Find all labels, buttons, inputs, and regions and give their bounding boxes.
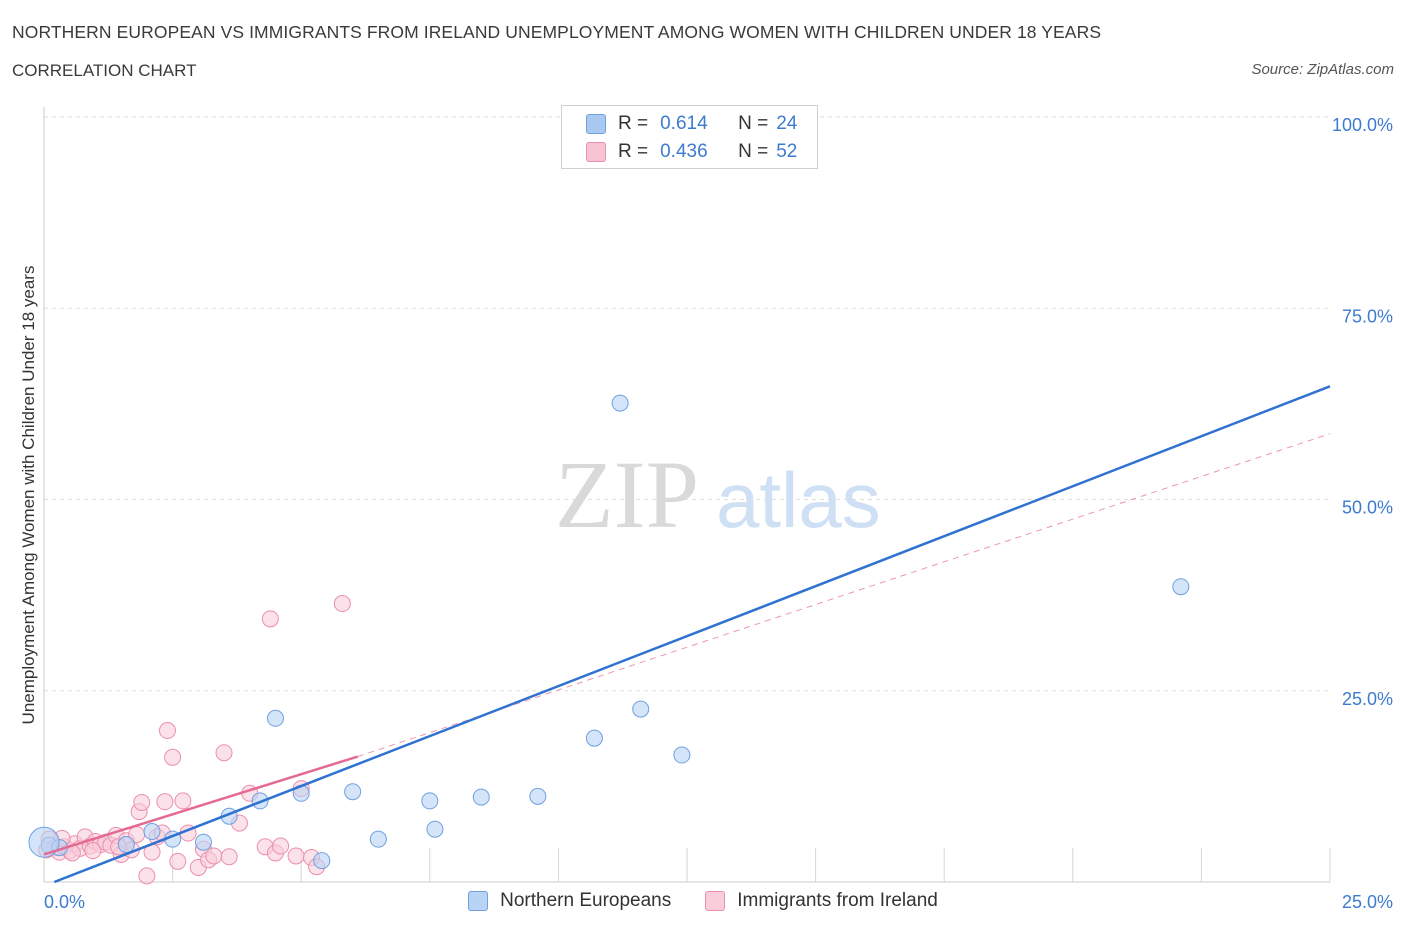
trendline-northern	[53, 385, 1331, 884]
scatter-point-northern	[313, 852, 331, 870]
scatter-point-ireland	[174, 792, 192, 810]
scatter-point-ireland	[220, 848, 238, 866]
series-legend-item-ireland: Immigrants from Ireland	[705, 890, 938, 912]
legend-label-ireland: Immigrants from Ireland	[737, 890, 938, 911]
scatter-point-ireland	[333, 595, 351, 613]
n-value: 24	[776, 113, 798, 134]
source-label: Source: ZipAtlas.com	[1251, 61, 1394, 78]
scatter-point-northern	[1172, 578, 1190, 596]
watermark-atlas: atlas	[716, 456, 881, 544]
scatter-point-northern	[632, 700, 650, 718]
r-label: R =	[618, 113, 649, 134]
watermark-zip: ZIP	[555, 441, 699, 548]
scatter-point-ireland	[261, 610, 279, 628]
y-axis-label: Unemployment Among Women with Children U…	[19, 266, 38, 725]
trendline-ireland-extension	[357, 433, 1331, 758]
n-label: N =	[738, 113, 769, 134]
scatter-point-northern	[421, 792, 439, 810]
series-legend-item-northern: Northern Europeans	[468, 890, 671, 912]
scatter-point-northern	[369, 830, 387, 848]
stats-legend-row-northern: R = 0.614 N = 24	[562, 110, 797, 138]
x-tick-label: 25.0%	[1342, 892, 1393, 912]
scatter-point-ireland	[272, 837, 290, 855]
chart-subtitle: CORRELATION CHART	[12, 61, 197, 80]
stats-legend-row-ireland: R = 0.436 N = 52	[562, 138, 797, 166]
r-label: R =	[618, 141, 649, 162]
scatter-point-ireland	[169, 852, 187, 870]
legend-swatch-ireland	[705, 891, 726, 911]
scatter-point-northern	[194, 833, 212, 851]
scatter-point-northern	[673, 746, 691, 764]
trendline-ireland	[43, 755, 359, 856]
legend-swatch-ireland	[586, 142, 606, 162]
x-tick-label: 0.0%	[44, 892, 85, 912]
scatter-point-ireland	[133, 793, 151, 811]
scatter-point-ireland	[215, 744, 233, 762]
y-tick-label: 75.0%	[1342, 306, 1393, 326]
scatter-point-ireland	[84, 842, 102, 860]
scatter-point-ireland	[156, 793, 174, 811]
scatter-point-northern	[472, 788, 490, 806]
scatter-point-northern	[529, 787, 547, 805]
scatter-point-northern	[266, 709, 284, 727]
n-label: N =	[738, 141, 769, 162]
scatter-point-northern	[344, 783, 362, 801]
scatter-point-ireland	[205, 847, 223, 865]
r-value: 0.614	[660, 113, 708, 134]
scatter-point-northern	[426, 820, 444, 838]
series-legend: Northern Europeans Immigrants from Irela…	[0, 890, 1406, 912]
legend-label-northern: Northern Europeans	[500, 890, 672, 911]
scatter-point-northern	[117, 836, 135, 854]
legend-swatch-northern	[586, 114, 606, 134]
scatter-point-ireland	[138, 867, 156, 885]
n-value: 52	[776, 141, 798, 162]
scatter-point-northern	[28, 826, 60, 858]
legend-swatch-northern	[468, 891, 489, 911]
scatter-point-northern	[611, 394, 629, 412]
r-value: 0.436	[660, 141, 708, 162]
chart-title: NORTHERN EUROPEAN VS IMMIGRANTS FROM IRE…	[12, 22, 1102, 42]
scatter-point-northern	[143, 823, 161, 841]
stats-legend: R = 0.614 N = 24 R = 0.436 N = 52	[561, 105, 818, 169]
scatter-point-ireland	[287, 847, 305, 865]
scatter-point-northern	[585, 729, 603, 747]
scatter-point-ireland	[164, 748, 182, 766]
y-tick-label: 25.0%	[1342, 689, 1393, 709]
y-tick-label: 100.0%	[1332, 115, 1393, 135]
scatter-point-ireland	[158, 722, 176, 740]
y-tick-label: 50.0%	[1342, 498, 1393, 518]
